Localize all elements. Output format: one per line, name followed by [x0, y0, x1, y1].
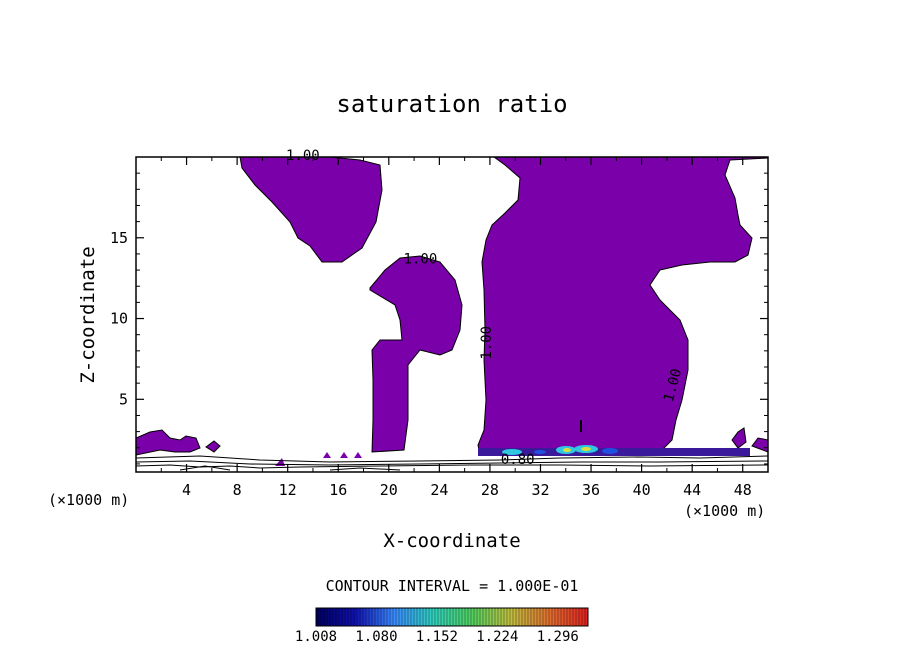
- x-axis-ticks: 4 8 12 16 20 24 28 32 36 40 44 48: [160, 157, 752, 499]
- peak-yellow-2: [581, 447, 591, 451]
- filled-region-upper-left: [239, 157, 383, 263]
- contour-label: 1.00: [404, 252, 438, 268]
- contour-label: 0.80: [501, 452, 535, 468]
- x-tick-label: 32: [531, 481, 549, 499]
- peak-blue-1: [602, 448, 618, 454]
- x-tick-label: 36: [582, 481, 600, 499]
- x-tick-label: 16: [329, 481, 347, 499]
- peak-cyan-1: [502, 449, 522, 455]
- plot-frame: [135, 156, 769, 473]
- filled-region-small-mid-3: [340, 452, 348, 458]
- colorbar-tick-label: 1.224: [476, 629, 518, 645]
- y-tick-label: 15: [110, 229, 128, 247]
- x-tick-label: 20: [380, 481, 398, 499]
- y-axis-label: Z-coordinate: [77, 246, 99, 383]
- y-tick-label: 5: [119, 390, 128, 408]
- filled-region-middle: [369, 255, 463, 453]
- x-tick-label: 44: [683, 481, 701, 499]
- filled-region-right-small: [731, 427, 747, 449]
- x-tick-label: 28: [481, 481, 499, 499]
- contour-line-low-2: [136, 460, 768, 466]
- x-unit-label-left: (×1000 m): [48, 491, 129, 509]
- contour-label: 1.00: [286, 148, 320, 164]
- peak-yellow-1: [563, 448, 571, 452]
- x-tick-label: 8: [233, 481, 242, 499]
- x-tick-label: 48: [734, 481, 752, 499]
- colorbar-stripes: [317, 608, 586, 626]
- contour-label: 1.00: [479, 326, 495, 360]
- contour-line-low-4: [179, 465, 401, 471]
- colorbar: [315, 607, 589, 627]
- x-axis-label: X-coordinate: [383, 530, 520, 552]
- y-axis-ticks: 5 10 15: [110, 172, 768, 465]
- chart-title: saturation ratio: [336, 90, 567, 118]
- peak-blue-2: [534, 450, 546, 454]
- x-tick-label: 24: [430, 481, 448, 499]
- filled-region-small-left: [205, 440, 221, 453]
- filled-region-lower-left: [136, 429, 201, 456]
- colorbar-tick-label: 1.152: [416, 629, 458, 645]
- y-tick-label: 10: [110, 310, 128, 328]
- contour-line-low-1: [136, 455, 768, 463]
- contour-field: [136, 157, 768, 471]
- x-tick-label: 12: [279, 481, 297, 499]
- colorbar-ticks: 1.008 1.080 1.152 1.224 1.296: [295, 629, 579, 645]
- filled-region-small-mid-4: [354, 452, 362, 458]
- x-tick-label: 40: [633, 481, 651, 499]
- x-tick-label: 4: [182, 481, 191, 499]
- x-unit-label-right: (×1000 m): [684, 502, 765, 520]
- colorbar-tick-label: 1.080: [355, 629, 397, 645]
- filled-region-small-mid-2: [323, 452, 331, 458]
- filled-region-right: [477, 157, 768, 456]
- contour-interval-label: CONTOUR INTERVAL = 1.000E-01: [326, 577, 579, 595]
- colorbar-tick-label: 1.296: [537, 629, 579, 645]
- contour-line-low-3: [136, 464, 768, 469]
- filled-region-right-edge: [751, 437, 768, 453]
- colorbar-tick-label: 1.008: [295, 629, 337, 645]
